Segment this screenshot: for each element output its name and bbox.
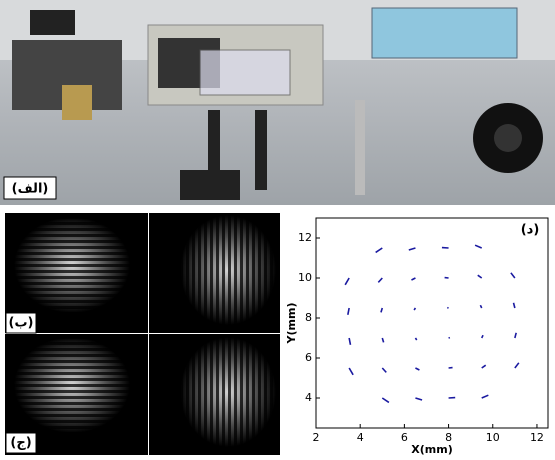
figure: (الف) (ب) (ج) (د) X(mm) Y(mm) 2 4 6 8 10 12 4 6… — [0, 0, 555, 456]
arrow — [414, 308, 415, 310]
panel-label: (ب) — [9, 316, 34, 331]
x-tick-label: 10 — [486, 431, 500, 444]
y-tick-label: 4 — [305, 391, 312, 404]
x-tick-label: 12 — [530, 431, 544, 444]
y-tick-label: 12 — [298, 231, 312, 244]
x-tick-label: 6 — [401, 431, 408, 444]
photo: (الف) — [0, 0, 555, 205]
x-tick-label: 8 — [445, 431, 452, 444]
x-tick-label: 4 — [357, 431, 364, 444]
y-axis-label: Y(mm) — [285, 303, 298, 345]
arrow — [415, 338, 416, 340]
y-tick-label: 8 — [305, 311, 312, 324]
quiver-plot: (د) X(mm) Y(mm) 2 4 6 8 10 12 4 6 8 10 12 — [285, 218, 548, 456]
y-tick-label: 6 — [305, 351, 312, 364]
panel-label: (د) — [521, 223, 540, 238]
fringe-images: (ب) (ج) — [5, 213, 280, 455]
page: (الف) (ب) (ج) (د) X(mm) Y(mm) 2 4 6 8 10 12 4 6… — [0, 0, 555, 456]
x-tick-label: 2 — [313, 431, 320, 444]
panel-label: (الف) — [12, 182, 49, 197]
y-tick-label: 10 — [298, 271, 312, 284]
panel-label: (ج) — [10, 436, 31, 451]
x-axis-label: X(mm) — [411, 443, 452, 456]
